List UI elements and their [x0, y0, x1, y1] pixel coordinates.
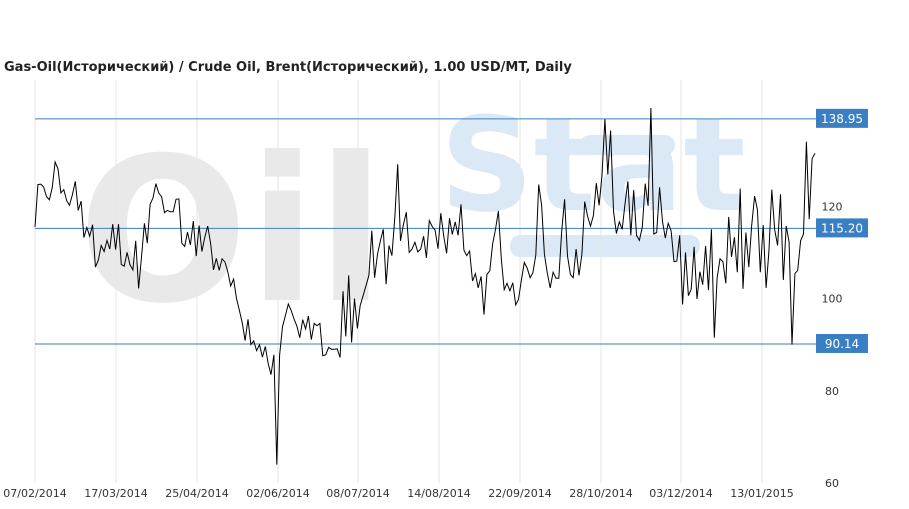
y-tick-label: 120	[822, 200, 843, 213]
reference-labels: 138.95 115.20 90.14	[816, 108, 868, 353]
x-tick-label: 14/08/2014	[407, 487, 470, 500]
y-axis: 60 80 100 120	[822, 200, 843, 490]
watermark-logo: Oil Stat	[78, 89, 746, 348]
grid-lines	[34, 80, 763, 483]
reference-label: 115.20	[821, 221, 863, 235]
y-tick-label: 100	[822, 293, 843, 306]
x-tick-label: 22/09/2014	[488, 487, 551, 500]
x-tick-label: 02/06/2014	[246, 487, 309, 500]
series-line	[34, 107, 816, 465]
x-axis: 07/02/2014 17/03/2014 25/04/2014 02/06/2014…	[3, 487, 793, 500]
watermark-blue-bar-2	[510, 235, 700, 257]
watermark-left-text: Oil	[78, 115, 385, 348]
reference-lines	[35, 118, 816, 345]
x-tick-label: 03/12/2014	[649, 487, 712, 500]
reference-label: 138.95	[821, 112, 863, 126]
chart-title: Gas-Oil(Исторический) / Crude Oil, Brent…	[4, 60, 572, 75]
reference-label-box	[816, 218, 868, 238]
y-tick-label: 60	[825, 477, 839, 490]
x-tick-label: 25/04/2014	[165, 487, 228, 500]
y-tick-label: 80	[825, 385, 839, 398]
x-tick-label: 13/01/2015	[730, 487, 793, 500]
x-tick-label: 08/07/2014	[326, 487, 389, 500]
reference-label: 90.14	[825, 337, 859, 351]
x-tick-label: 17/03/2014	[84, 487, 147, 500]
reference-label-box	[816, 333, 868, 353]
x-tick-label: 28/10/2014	[569, 487, 632, 500]
watermark-right-text: Stat	[440, 89, 746, 241]
x-tick-label: 07/02/2014	[3, 487, 66, 500]
reference-label-box	[816, 108, 868, 128]
